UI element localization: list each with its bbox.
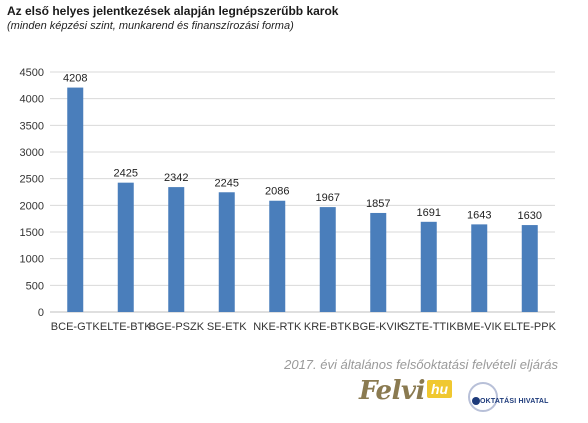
data-label: 2425 xyxy=(114,168,138,180)
y-tick-label: 3500 xyxy=(20,120,44,132)
x-tick-label: BGE-KVIK xyxy=(352,321,405,333)
x-tick-label: BCE-GTK xyxy=(51,321,101,333)
footer-caption: 2017. évi általános felsőoktatási felvét… xyxy=(284,357,558,372)
x-tick-label: ELTE-PPK xyxy=(504,321,557,333)
oh-logo-text: OKTATÁSI HIVATAL xyxy=(480,398,549,405)
chart-subtitle: (minden képzési szint, munkarend és fina… xyxy=(7,20,294,32)
bar-chart: 0 500 1000 1500 2000 2500 3000 3500 4000 4500 4208… xyxy=(20,67,557,333)
y-tick-label: 4000 xyxy=(20,94,44,106)
y-tick-label: 1000 xyxy=(20,254,44,266)
felvi-logo-text: Felvi xyxy=(359,376,425,406)
data-label: 2342 xyxy=(164,172,188,184)
bar xyxy=(420,221,437,312)
oktatasi-hivatal-logo: OKTATÁSI HIVATAL xyxy=(468,382,558,416)
y-tick-label: 0 xyxy=(38,307,44,319)
y-tick-label: 1500 xyxy=(20,227,44,239)
x-tick-label: KRE-BTK xyxy=(304,321,352,333)
bar xyxy=(218,192,235,312)
bar xyxy=(370,212,387,312)
chart-title: Az első helyes jelentkezések alapján leg… xyxy=(7,4,339,18)
x-tick-label: BME-VIK xyxy=(457,321,503,333)
data-label: 2245 xyxy=(215,177,239,189)
x-tick-label: SZTE-TTIK xyxy=(401,321,457,333)
data-label: 1643 xyxy=(467,209,491,221)
oh-logo-dot-icon xyxy=(472,397,480,405)
data-label: 2086 xyxy=(265,186,289,198)
felvi-logo-suffix: hu xyxy=(427,380,453,398)
bar xyxy=(269,200,286,312)
data-label: 1857 xyxy=(366,198,390,210)
oh-logo-circle-icon xyxy=(468,382,498,412)
bar xyxy=(117,182,134,312)
data-label: 1691 xyxy=(417,207,441,219)
y-tick-label: 2500 xyxy=(20,174,44,186)
felvi-logo: Felvi hu xyxy=(357,374,467,412)
x-tick-label: NKE-RTK xyxy=(253,321,302,333)
bar xyxy=(521,225,538,312)
data-label: 4208 xyxy=(63,73,87,85)
bar xyxy=(67,87,84,312)
bar xyxy=(471,224,488,312)
y-tick-label: 3000 xyxy=(20,147,44,159)
x-tick-label: ELTE-BTK xyxy=(100,321,152,333)
bar xyxy=(319,207,336,312)
y-tick-label: 4500 xyxy=(20,67,44,79)
x-tick-label: SE-ETK xyxy=(207,321,247,333)
data-label: 1967 xyxy=(316,192,340,204)
y-tick-label: 2000 xyxy=(20,200,44,212)
bar xyxy=(168,187,185,312)
y-tick-label: 500 xyxy=(26,280,44,292)
x-tick-label: BGE-PSZK xyxy=(148,321,204,333)
data-label: 1630 xyxy=(518,210,542,222)
